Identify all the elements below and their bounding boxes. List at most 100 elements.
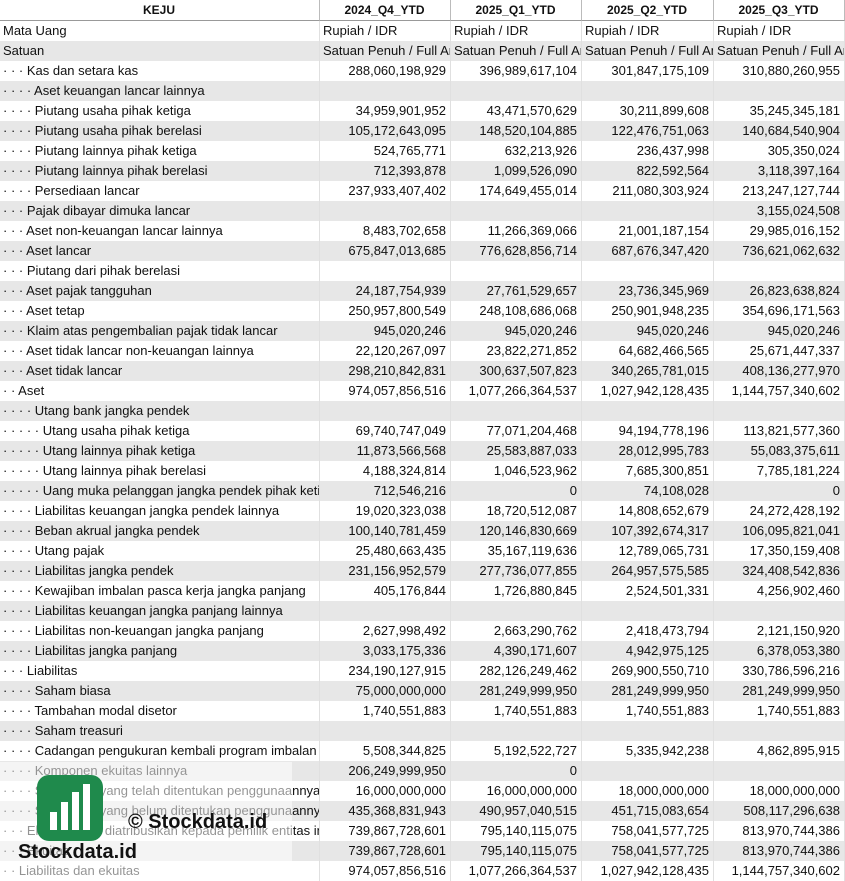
row-label: · · · Aset tetap	[0, 301, 320, 321]
row-label: · · · · Piutang lainnya pihak ketiga	[0, 141, 320, 161]
value-cell: 490,957,040,515	[451, 801, 582, 821]
value-cell: 8,483,702,658	[320, 221, 451, 241]
value-cell: 18,000,000,000	[582, 781, 714, 801]
row-label: · · · · Kewajiban imbalan pasca kerja ja…	[0, 581, 320, 601]
value-cell: 17,350,159,408	[714, 541, 845, 561]
value-cell: 174,649,455,014	[451, 181, 582, 201]
row-label: Mata Uang	[0, 21, 320, 41]
value-cell: 69,740,747,049	[320, 421, 451, 441]
value-cell: 1,077,266,364,537	[451, 861, 582, 881]
value-cell: 16,000,000,000	[320, 781, 451, 801]
value-cell: Satuan Penuh / Full Amount	[714, 41, 845, 61]
value-cell: 1,144,757,340,602	[714, 861, 845, 881]
value-cell: 4,942,975,125	[582, 641, 714, 661]
value-cell: 29,985,016,152	[714, 221, 845, 241]
value-cell: 945,020,246	[582, 321, 714, 341]
value-cell: 945,020,246	[320, 321, 451, 341]
value-cell: 712,393,878	[320, 161, 451, 181]
value-cell	[320, 261, 451, 281]
value-cell	[714, 721, 845, 741]
row-label: · · · · · Utang usaha pihak ketiga	[0, 421, 320, 441]
value-cell	[320, 401, 451, 421]
value-cell: 7,685,300,851	[582, 461, 714, 481]
value-cell: 354,696,171,563	[714, 301, 845, 321]
value-cell: 22,120,267,097	[320, 341, 451, 361]
row-label: · · · · · Uang muka pelanggan jangka pen…	[0, 481, 320, 501]
value-cell: 5,335,942,238	[582, 741, 714, 761]
header-cell: 2025_Q2_YTD	[582, 0, 714, 21]
value-cell: 122,476,751,063	[582, 121, 714, 141]
value-cell: 206,249,999,950	[320, 761, 451, 781]
value-cell: 250,901,948,235	[582, 301, 714, 321]
value-cell: 508,117,296,638	[714, 801, 845, 821]
value-cell: 4,188,324,814	[320, 461, 451, 481]
value-cell: 330,786,596,216	[714, 661, 845, 681]
value-cell	[714, 261, 845, 281]
value-cell: 120,146,830,669	[451, 521, 582, 541]
value-cell: Satuan Penuh / Full Amount	[451, 41, 582, 61]
value-cell: 632,213,926	[451, 141, 582, 161]
value-cell: 248,108,686,068	[451, 301, 582, 321]
value-cell: 106,095,821,041	[714, 521, 845, 541]
value-cell	[320, 201, 451, 221]
value-cell: 281,249,999,950	[582, 681, 714, 701]
value-cell: 25,480,663,435	[320, 541, 451, 561]
row-label: · · · Pajak dibayar dimuka lancar	[0, 201, 320, 221]
value-cell: 12,789,065,731	[582, 541, 714, 561]
value-cell: 736,621,062,632	[714, 241, 845, 261]
value-cell: 55,083,375,611	[714, 441, 845, 461]
value-cell: 2,663,290,762	[451, 621, 582, 641]
value-cell: 795,140,115,075	[451, 821, 582, 841]
value-cell: 105,172,643,095	[320, 121, 451, 141]
value-cell: 1,740,551,883	[451, 701, 582, 721]
value-cell: 18,000,000,000	[714, 781, 845, 801]
value-cell: 4,256,902,460	[714, 581, 845, 601]
value-cell	[582, 81, 714, 101]
row-label: · · · · Tambahan modal disetor	[0, 701, 320, 721]
value-cell: 94,194,778,196	[582, 421, 714, 441]
value-cell: Satuan Penuh / Full Amount	[582, 41, 714, 61]
value-cell: 324,408,542,836	[714, 561, 845, 581]
value-cell: 24,187,754,939	[320, 281, 451, 301]
value-cell: 64,682,466,565	[582, 341, 714, 361]
value-cell: 27,761,529,657	[451, 281, 582, 301]
value-cell	[714, 761, 845, 781]
value-cell: 113,821,577,360	[714, 421, 845, 441]
value-cell: 28,012,995,783	[582, 441, 714, 461]
value-cell: 11,266,369,066	[451, 221, 582, 241]
row-label: · · · · Liabilitas keuangan jangka pende…	[0, 501, 320, 521]
row-label: · · · · Persediaan lancar	[0, 181, 320, 201]
value-cell: 974,057,856,516	[320, 861, 451, 881]
value-cell: 945,020,246	[714, 321, 845, 341]
value-cell: 340,265,781,015	[582, 361, 714, 381]
value-cell: 0	[714, 481, 845, 501]
value-cell: 1,027,942,128,435	[582, 861, 714, 881]
row-label: Satuan	[0, 41, 320, 61]
value-cell: 739,867,728,601	[320, 821, 451, 841]
value-cell: 396,989,617,104	[451, 61, 582, 81]
value-cell: 250,957,800,549	[320, 301, 451, 321]
value-cell: 310,880,260,955	[714, 61, 845, 81]
row-label: · · · · Cadangan pengukuran kembali prog…	[0, 741, 320, 761]
value-cell: 758,041,577,725	[582, 841, 714, 861]
value-cell: 6,378,053,380	[714, 641, 845, 661]
value-cell: 100,140,781,459	[320, 521, 451, 541]
value-cell: 75,000,000,000	[320, 681, 451, 701]
value-cell: 281,249,999,950	[451, 681, 582, 701]
value-cell: 231,156,952,579	[320, 561, 451, 581]
value-cell: 305,350,024	[714, 141, 845, 161]
header-cell: KEJU	[0, 0, 320, 21]
value-cell: 234,190,127,915	[320, 661, 451, 681]
value-cell: 0	[451, 761, 582, 781]
value-cell: 14,808,652,679	[582, 501, 714, 521]
row-label: · · · Aset pajak tangguhan	[0, 281, 320, 301]
value-cell: 3,033,175,336	[320, 641, 451, 661]
value-cell: 25,583,887,033	[451, 441, 582, 461]
value-cell: 5,508,344,825	[320, 741, 451, 761]
value-cell	[582, 401, 714, 421]
value-cell: 7,785,181,224	[714, 461, 845, 481]
value-cell: 34,959,901,952	[320, 101, 451, 121]
value-cell: 30,211,899,608	[582, 101, 714, 121]
value-cell: 1,099,526,090	[451, 161, 582, 181]
value-cell	[451, 401, 582, 421]
